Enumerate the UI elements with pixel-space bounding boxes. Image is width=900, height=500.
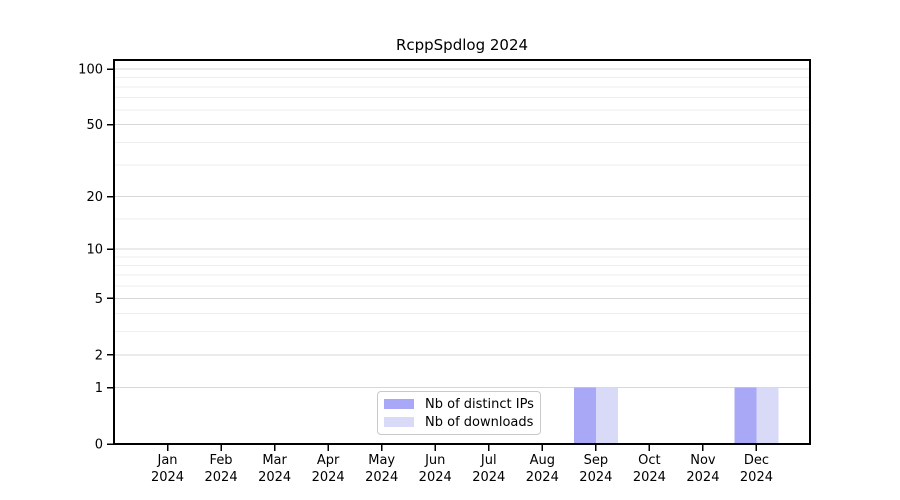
y-tick-label: 10 bbox=[86, 243, 103, 258]
x-tick-label-month: Oct bbox=[638, 453, 660, 468]
bar-distinct-ips-sep bbox=[573, 387, 596, 443]
x-tick-label-year: 2024 bbox=[365, 470, 398, 485]
x-tick-label-year: 2024 bbox=[526, 470, 559, 485]
bar-distinct-ips-dec bbox=[734, 387, 757, 443]
legend-entry-downloads: Nb of downloads bbox=[384, 415, 534, 430]
x-tick-label-month: Apr bbox=[317, 453, 340, 468]
bar-downloads-dec bbox=[756, 387, 779, 443]
y-tick-label: 20 bbox=[86, 190, 103, 205]
y-tick-label: 1 bbox=[95, 381, 103, 396]
y-tick-label: 100 bbox=[78, 63, 103, 78]
bar-downloads-sep bbox=[595, 387, 618, 443]
x-tick-label-month: Dec bbox=[744, 453, 769, 468]
legend: Nb of distinct IPs Nb of downloads bbox=[377, 391, 541, 435]
x-tick-label-month: Feb bbox=[210, 453, 233, 468]
y-tick-label: 2 bbox=[95, 348, 103, 363]
legend-swatch-distinct-ips bbox=[384, 399, 414, 409]
legend-label-downloads: Nb of downloads bbox=[425, 414, 534, 430]
x-tick-label-year: 2024 bbox=[686, 470, 719, 485]
x-tick-label-year: 2024 bbox=[312, 470, 345, 485]
legend-label-distinct-ips: Nb of distinct IPs bbox=[425, 396, 534, 412]
x-tick-label-month: Mar bbox=[262, 453, 287, 468]
x-tick-label-month: Jul bbox=[480, 453, 497, 468]
axes-frame bbox=[113, 59, 811, 445]
x-tick-label-year: 2024 bbox=[740, 470, 773, 485]
legend-swatch-downloads bbox=[384, 417, 414, 427]
y-tick-label: 0 bbox=[95, 438, 103, 453]
x-tick-label-year: 2024 bbox=[633, 470, 666, 485]
x-tick-label-year: 2024 bbox=[579, 470, 612, 485]
x-tick-label-year: 2024 bbox=[151, 470, 184, 485]
x-tick-label-month: Sep bbox=[584, 453, 609, 468]
x-tick-label-month: Jan bbox=[157, 453, 178, 468]
x-tick-label-month: Nov bbox=[690, 453, 716, 468]
x-tick-label-year: 2024 bbox=[419, 470, 452, 485]
x-tick-label-month: May bbox=[368, 453, 395, 468]
x-tick-label-month: Aug bbox=[530, 453, 555, 468]
x-tick-label-year: 2024 bbox=[205, 470, 238, 485]
x-tick-label-month: Jun bbox=[424, 453, 445, 468]
x-tick-label-year: 2024 bbox=[472, 470, 505, 485]
legend-entry-distinct-ips: Nb of distinct IPs bbox=[384, 397, 534, 412]
y-tick-label: 5 bbox=[95, 292, 103, 307]
y-tick-label: 50 bbox=[86, 118, 103, 133]
x-tick-label-year: 2024 bbox=[258, 470, 291, 485]
chart-title: RcppSpdlog 2024 bbox=[395, 36, 529, 54]
